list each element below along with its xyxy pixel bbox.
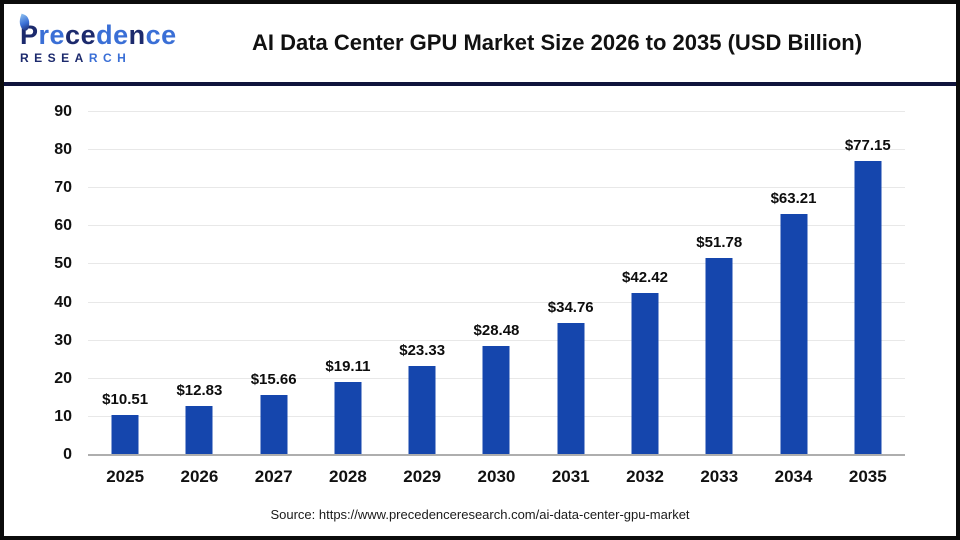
bar-slot: $10.51 2025 — [88, 112, 162, 486]
logo: Precedence RESEARCH — [16, 13, 177, 64]
bar-value-label: $34.76 — [547, 298, 594, 316]
bar-2032 — [631, 293, 659, 455]
gridline — [88, 263, 905, 265]
x-axis-tick-label: 2030 — [477, 467, 516, 486]
bars-row: $10.51 2025 $12.83 2026 $15.66 2027 $19.11 2028… — [88, 112, 905, 486]
logo-subtext: RESEARCH — [20, 52, 177, 64]
bar-value-label: $51.78 — [696, 233, 743, 251]
bar-2025 — [111, 414, 139, 455]
logo-text: Precedence — [16, 13, 177, 50]
bar-slot: $42.42 2032 — [608, 112, 682, 486]
x-axis-tick-label: 2025 — [106, 467, 145, 486]
bar-2031 — [557, 322, 585, 455]
bar-value-label: $28.48 — [473, 322, 520, 340]
y-axis-tick-label: 80 — [54, 141, 72, 159]
x-axis-tick-label: 2029 — [403, 467, 442, 486]
header: Precedence RESEARCH AI Data Center GPU M… — [4, 4, 956, 82]
bar-slot: $12.83 2026 — [162, 112, 236, 486]
y-axis-tick-label: 0 — [63, 446, 72, 463]
x-axis-tick-label: 2028 — [329, 467, 367, 486]
bar-slot: $28.48 2030 — [459, 112, 533, 486]
bar-2034 — [780, 214, 808, 455]
y-axis-tick-label: 40 — [54, 293, 72, 311]
bar-value-label: $77.15 — [844, 136, 891, 154]
gridline — [88, 225, 905, 227]
bar-value-label: $12.83 — [176, 382, 223, 400]
bar-slot: $23.33 2029 — [385, 112, 459, 486]
logo-sub-letter-group: RCH — [88, 51, 132, 65]
bar-slot: $15.66 2027 — [237, 112, 311, 486]
chart: 0 10 20 30 40 50 60 70 80 90 $10.51 2025 $12.83 2026… — [4, 86, 956, 536]
gridline — [88, 111, 905, 112]
bar-slot: $19.11 2028 — [311, 112, 385, 486]
logo-letter-group: n — [128, 20, 146, 50]
bar-slot: $34.76 2031 — [534, 112, 608, 486]
y-axis-tick-label: 90 — [54, 103, 72, 120]
y-axis-tick-label: 60 — [54, 217, 72, 235]
logo-sub-letter-group: RESEA — [20, 51, 89, 65]
logo-letter-group: de — [96, 20, 129, 50]
bar-slot: $51.78 2033 — [682, 112, 756, 486]
source-text: Source: https://www.precedenceresearch.c… — [270, 507, 690, 522]
x-axis-tick-label: 2026 — [180, 467, 219, 486]
y-axis-tick-label: 70 — [54, 179, 72, 197]
bar-2029 — [408, 366, 436, 455]
bar-value-label: $63.21 — [770, 190, 817, 208]
y-axis-tick-label: 20 — [54, 369, 72, 387]
gridline — [88, 187, 905, 189]
bar-2035 — [854, 160, 882, 455]
gridline — [88, 149, 905, 151]
x-axis-tick-label: 2027 — [254, 467, 293, 486]
x-axis-line — [88, 454, 905, 456]
x-axis-tick-label: 2035 — [848, 467, 887, 486]
logo-letter-group: re — [38, 20, 66, 50]
y-axis: 0 10 20 30 40 50 60 70 80 90 — [28, 103, 72, 463]
bar-2030 — [482, 346, 510, 455]
logo-letter-group: ce — [145, 20, 177, 50]
bar-value-label: $10.51 — [102, 390, 149, 408]
bar-2028 — [334, 382, 362, 455]
y-axis-tick-label: 30 — [54, 331, 72, 349]
x-axis-tick-label: 2031 — [551, 467, 590, 486]
x-axis-tick-label: 2032 — [626, 467, 664, 486]
logo-letter-group: ce — [65, 20, 97, 50]
gridline — [88, 339, 905, 341]
y-axis-tick-label: 10 — [54, 407, 72, 425]
bar-2033 — [705, 257, 733, 455]
x-axis-tick-label: 2033 — [700, 467, 739, 486]
bar-value-label: $42.42 — [622, 269, 668, 287]
bar-value-label: $15.66 — [250, 371, 297, 389]
plot-area: $10.51 2025 $12.83 2026 $15.66 2027 $19.11 2028… — [88, 111, 905, 486]
bar-2027 — [260, 395, 288, 455]
header-separator — [4, 82, 956, 86]
bar-slot: $63.21 2034 — [756, 112, 830, 486]
y-axis-tick-label: 50 — [54, 255, 72, 273]
bar-value-label: $19.11 — [325, 358, 371, 376]
bar-2026 — [185, 406, 213, 455]
x-axis-tick-label: 2034 — [774, 467, 813, 486]
page-title: AI Data Center GPU Market Size 2026 to 2… — [251, 30, 863, 55]
gridline — [88, 301, 905, 303]
bar-slot: $77.15 2035 — [831, 112, 905, 486]
bar-value-label: $23.33 — [399, 342, 446, 360]
